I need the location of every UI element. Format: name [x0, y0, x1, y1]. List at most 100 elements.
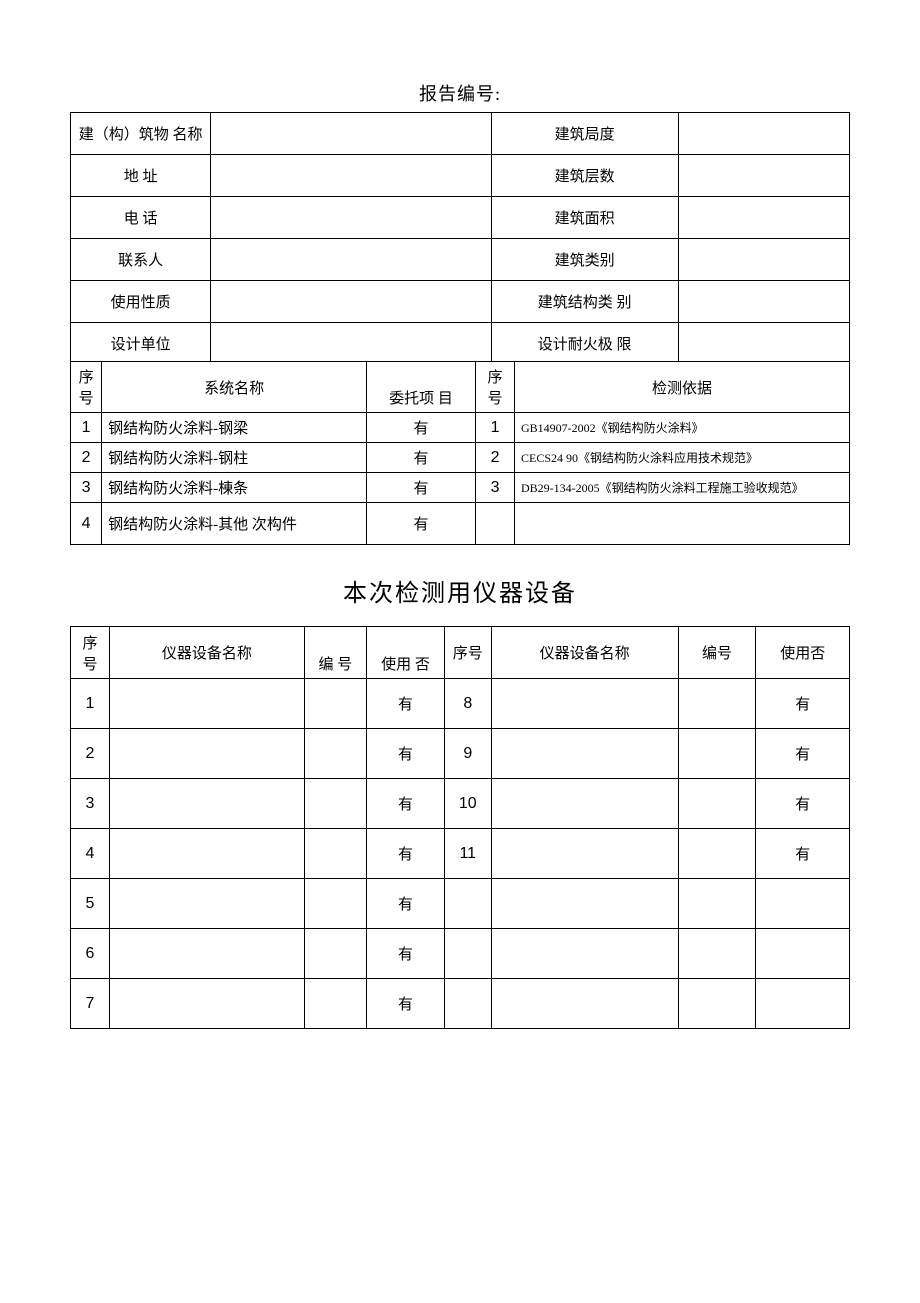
eq-c1 — [304, 729, 366, 779]
eq-use-h: 使用 否 — [367, 627, 445, 679]
sys-row-name: 钢结构防火涂料-钢梁 — [102, 413, 367, 443]
sys-row-bseq: 3 — [476, 473, 515, 503]
eq-name2-h: 仪器设备名称 — [491, 627, 678, 679]
eq-n2 — [491, 979, 678, 1029]
fire-limit-label: 设计耐火极 限 — [491, 323, 678, 365]
sys-row-name: 钢结构防火涂料-其他 次构件 — [102, 503, 367, 545]
sys-basis-h: 检测依据 — [515, 362, 850, 413]
eq-s1: 5 — [71, 879, 110, 929]
address-value — [211, 155, 491, 197]
floors-value — [678, 155, 849, 197]
area-value — [678, 197, 849, 239]
sys-row-seq: 2 — [71, 443, 102, 473]
eq-s1: 4 — [71, 829, 110, 879]
eq-u1: 有 — [367, 879, 445, 929]
fire-limit-value — [678, 323, 849, 365]
eq-c2 — [678, 729, 756, 779]
eq-n1 — [109, 729, 304, 779]
eq-n1 — [109, 679, 304, 729]
eq-s1: 1 — [71, 679, 110, 729]
report-number-label: 报告编号: — [70, 80, 850, 106]
eq-s2 — [444, 929, 491, 979]
sys-row-bseq — [476, 503, 515, 545]
structure-type-value — [678, 281, 849, 323]
sys-row-entrust: 有 — [367, 503, 476, 545]
area-label: 建筑面积 — [491, 197, 678, 239]
sys-row-entrust: 有 — [367, 443, 476, 473]
eq-s1: 3 — [71, 779, 110, 829]
usage-label: 使用性质 — [71, 281, 211, 323]
eq-name-h: 仪器设备名称 — [109, 627, 304, 679]
eq-c1 — [304, 929, 366, 979]
eq-c1 — [304, 679, 366, 729]
eq-s1: 2 — [71, 729, 110, 779]
sys-seq2-h: 序号 — [476, 362, 515, 413]
eq-u2 — [756, 929, 850, 979]
address-label: 地 址 — [71, 155, 211, 197]
contact-value — [211, 239, 491, 281]
sys-row-bseq: 1 — [476, 413, 515, 443]
phone-label: 电 话 — [71, 197, 211, 239]
eq-s2: 11 — [444, 829, 491, 879]
sys-row-seq: 4 — [71, 503, 102, 545]
building-degree-value — [678, 113, 849, 155]
eq-u1: 有 — [367, 929, 445, 979]
eq-n1 — [109, 779, 304, 829]
sys-seq-h: 序号 — [71, 362, 102, 413]
eq-code2-h: 编号 — [678, 627, 756, 679]
eq-c2 — [678, 829, 756, 879]
eq-u2 — [756, 879, 850, 929]
eq-c1 — [304, 879, 366, 929]
category-value — [678, 239, 849, 281]
contact-label: 联系人 — [71, 239, 211, 281]
sys-row-entrust: 有 — [367, 473, 476, 503]
eq-n2 — [491, 879, 678, 929]
eq-u2 — [756, 979, 850, 1029]
eq-n2 — [491, 829, 678, 879]
building-degree-label: 建筑局度 — [491, 113, 678, 155]
eq-s2 — [444, 879, 491, 929]
eq-u1: 有 — [367, 779, 445, 829]
sys-row-bseq: 2 — [476, 443, 515, 473]
eq-seq-h: 序号 — [71, 627, 110, 679]
design-unit-value — [211, 323, 491, 365]
eq-u1: 有 — [367, 679, 445, 729]
eq-s1: 7 — [71, 979, 110, 1029]
systems-table-real: 序号 系统名称 委托项 目 序号 检测依据 1 钢结构防火涂料-钢梁 有 1 G… — [70, 361, 850, 545]
eq-c2 — [678, 679, 756, 729]
eq-seq2-h: 序号 — [444, 627, 491, 679]
eq-s2: 10 — [444, 779, 491, 829]
design-unit-label: 设计单位 — [71, 323, 211, 365]
usage-value — [211, 281, 491, 323]
eq-c1 — [304, 829, 366, 879]
category-label: 建筑类别 — [491, 239, 678, 281]
eq-u2: 有 — [756, 779, 850, 829]
eq-u2: 有 — [756, 829, 850, 879]
structure-type-label: 建筑结构类 别 — [491, 281, 678, 323]
eq-code-h: 编 号 — [304, 627, 366, 679]
phone-value — [211, 197, 491, 239]
sys-row-basis: DB29-134-2005《钢结构防火涂料工程施工验收规范》 — [515, 473, 850, 503]
sys-name-h: 系统名称 — [102, 362, 367, 413]
eq-n2 — [491, 779, 678, 829]
eq-s2: 8 — [444, 679, 491, 729]
eq-n1 — [109, 879, 304, 929]
sys-row-seq: 3 — [71, 473, 102, 503]
eq-c2 — [678, 779, 756, 829]
eq-n2 — [491, 679, 678, 729]
eq-n1 — [109, 829, 304, 879]
eq-u1: 有 — [367, 829, 445, 879]
eq-c2 — [678, 979, 756, 1029]
eq-c2 — [678, 879, 756, 929]
sys-row-name: 钢结构防火涂料-钢柱 — [102, 443, 367, 473]
eq-n1 — [109, 979, 304, 1029]
sys-row-basis: CECS24 90《钢结构防火涂料应用技术规范》 — [515, 443, 850, 473]
eq-s1: 6 — [71, 929, 110, 979]
floors-label: 建筑层数 — [491, 155, 678, 197]
eq-u1: 有 — [367, 729, 445, 779]
sys-row-basis — [515, 503, 850, 545]
eq-c1 — [304, 979, 366, 1029]
equipment-table: 序号 仪器设备名称 编 号 使用 否 序号 仪器设备名称 编号 使用否 1 有 … — [70, 626, 850, 1029]
eq-n2 — [491, 729, 678, 779]
eq-c2 — [678, 929, 756, 979]
